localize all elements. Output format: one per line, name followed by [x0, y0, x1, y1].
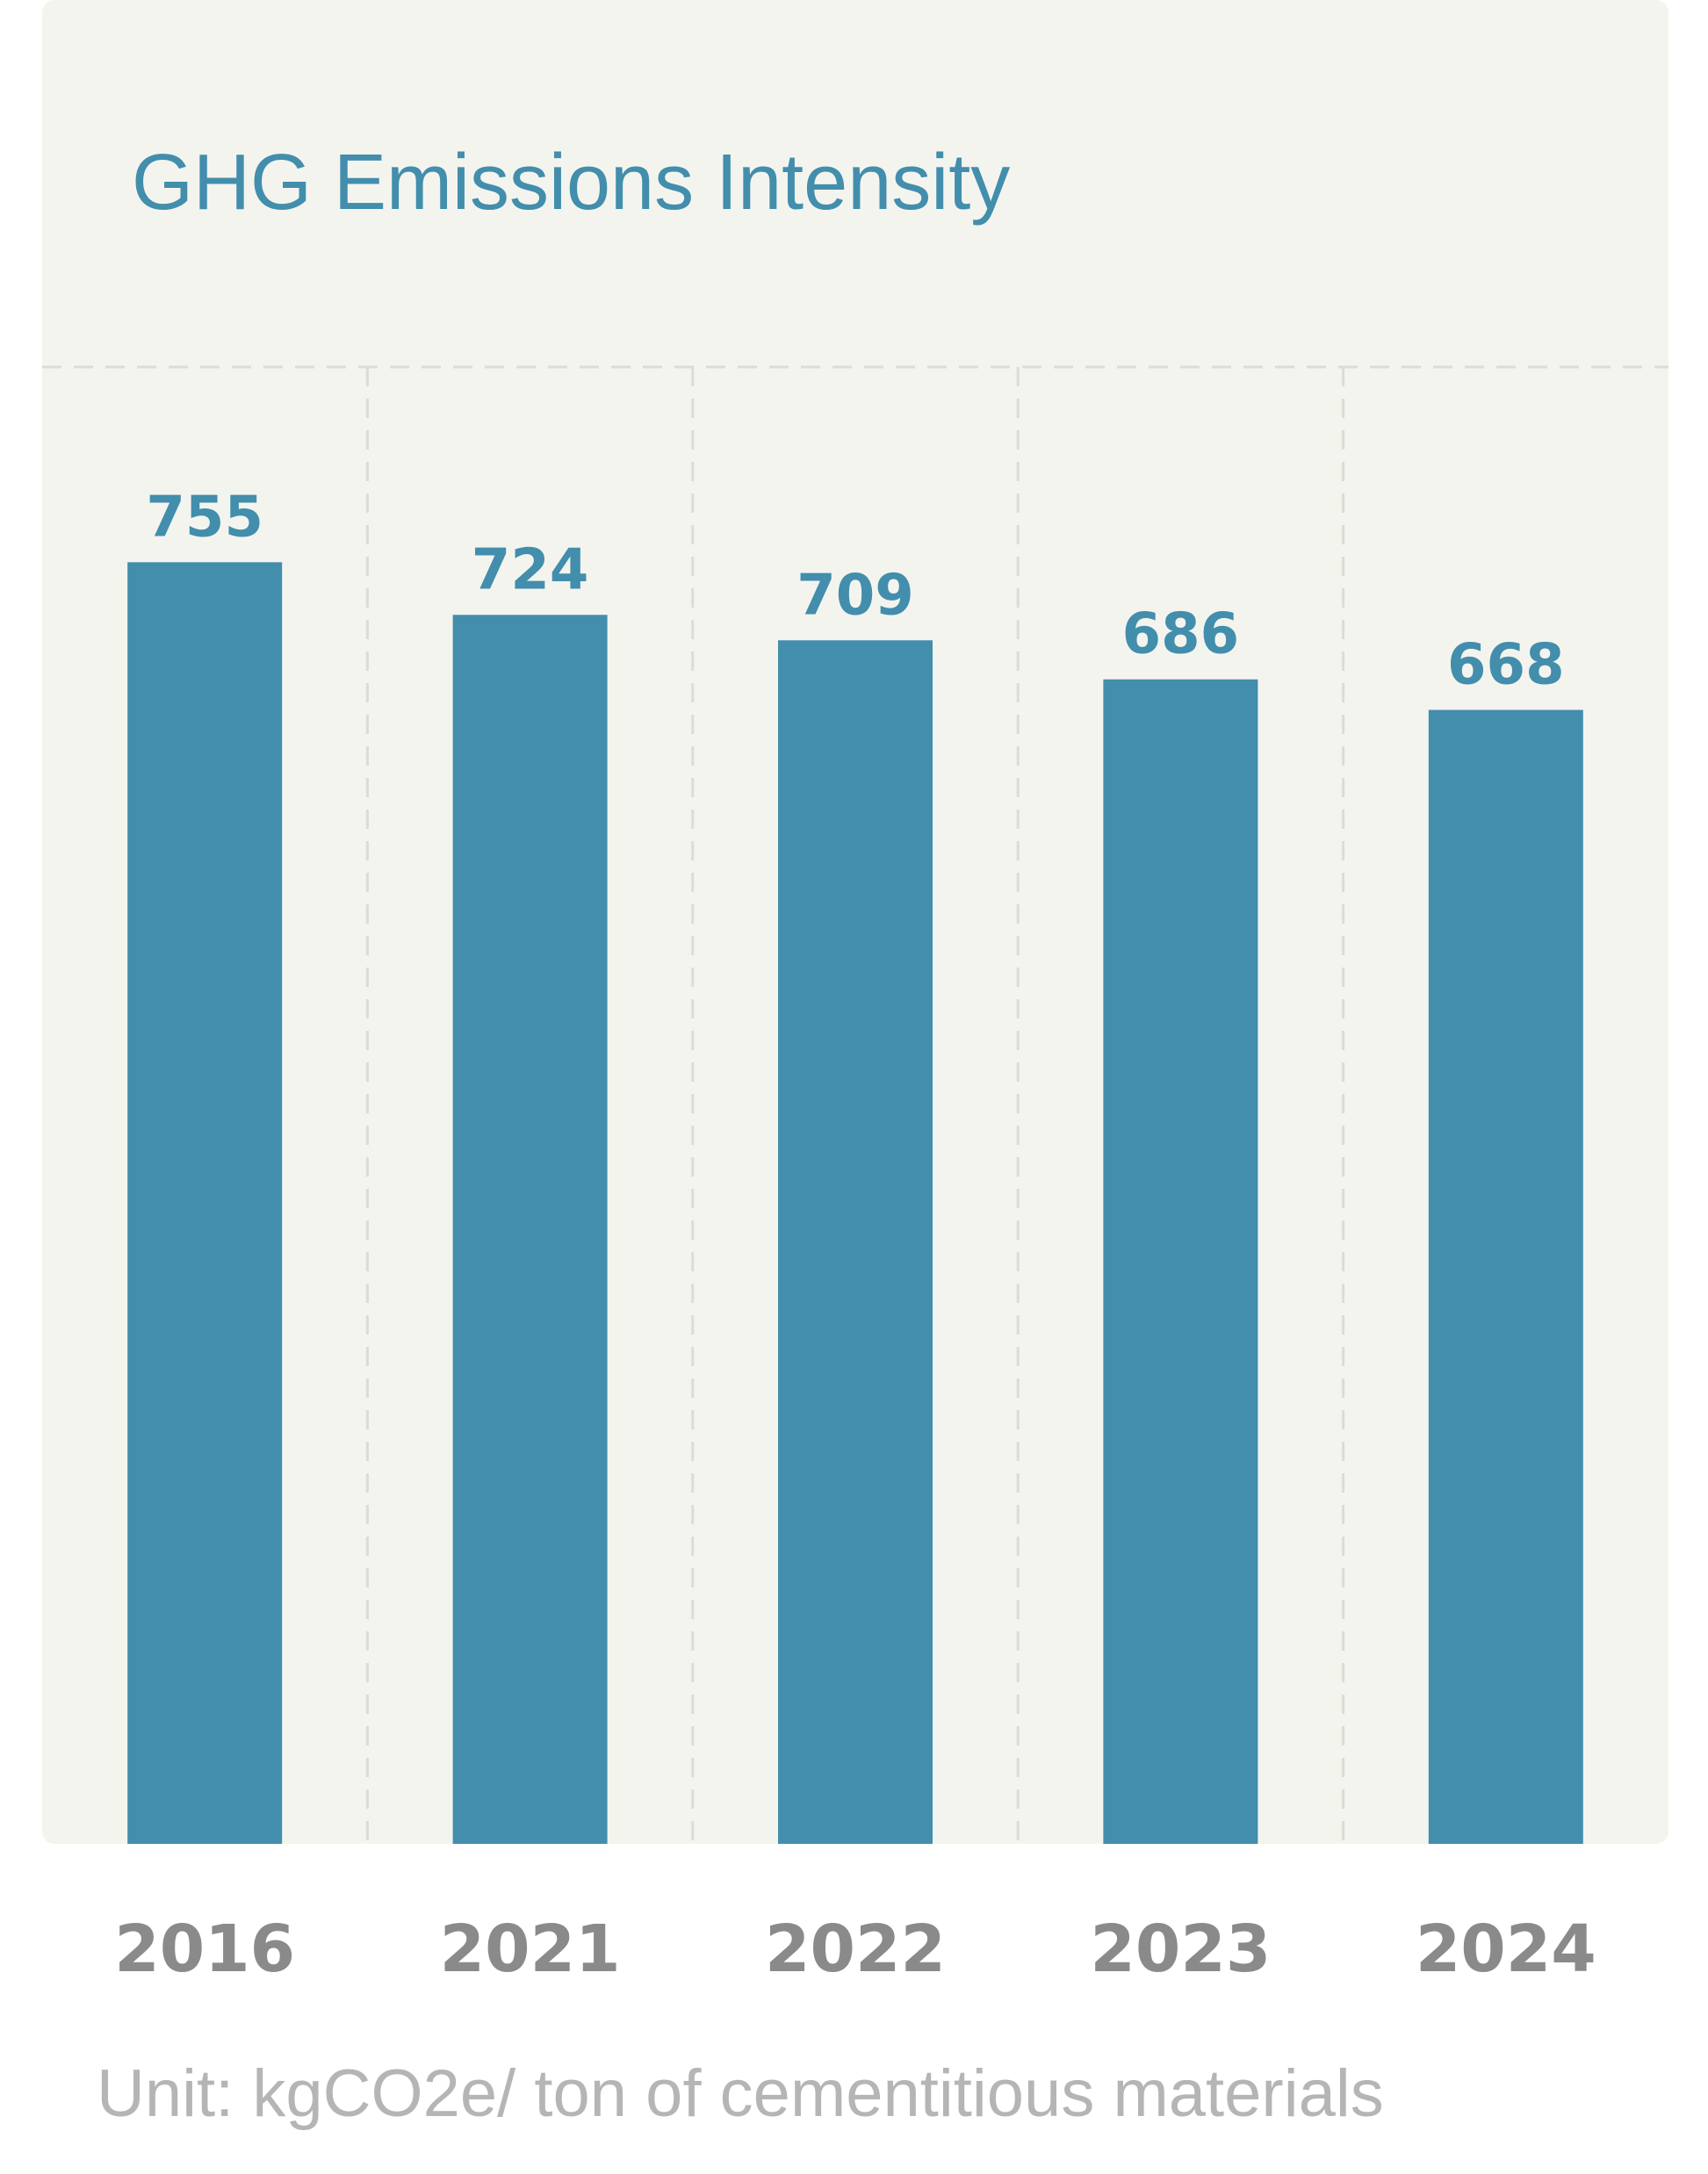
x-axis-tick-labels: 2016 2021 2022 2023 2024 [114, 1911, 1596, 1987]
bar-2023 [1103, 679, 1258, 1844]
x-tick-label-2023: 2023 [1090, 1911, 1271, 1987]
value-label-2023: 686 [1122, 602, 1240, 667]
x-tick-label-2016: 2016 [114, 1911, 295, 1987]
value-label-2021: 724 [472, 537, 589, 602]
value-label-2024: 668 [1447, 633, 1565, 698]
bar-2022 [778, 640, 933, 1845]
unit-note: Unit: kgCO2e/ ton of cementitious materi… [97, 2056, 1384, 2131]
value-label-2016: 755 [146, 485, 263, 550]
x-tick-label-2022: 2022 [765, 1911, 946, 1987]
bar-2021 [452, 615, 608, 1845]
bar-2016 [127, 562, 283, 1845]
value-labels: 755 724 709 686 668 [146, 485, 1564, 697]
grid-lines [42, 365, 1668, 1844]
bars [127, 562, 1583, 1845]
value-label-2022: 709 [796, 563, 914, 628]
x-tick-label-2024: 2024 [1416, 1911, 1596, 1987]
bar-2024 [1428, 709, 1583, 1844]
x-tick-label-2021: 2021 [440, 1911, 621, 1987]
chart-title: GHG Emissions Intensity [132, 139, 1010, 227]
